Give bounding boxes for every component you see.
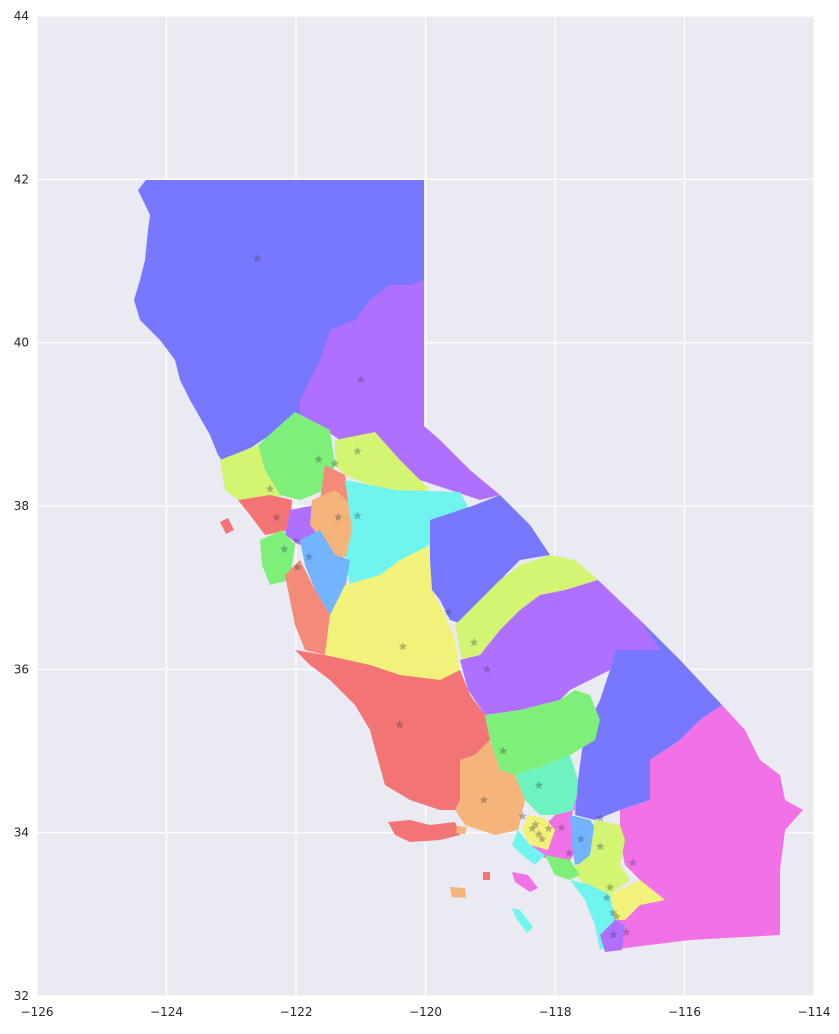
x-tick-label: −116 [668, 1005, 701, 1019]
y-tick-label: 44 [14, 9, 29, 23]
region-tracy [310, 490, 352, 560]
x-tick-label: −118 [539, 1005, 572, 1019]
star-icon [537, 834, 547, 843]
y-tick-label: 42 [14, 172, 29, 186]
star-icon [612, 912, 621, 921]
region-modesto [300, 530, 350, 615]
region-marin [238, 495, 292, 535]
star-icon [534, 780, 544, 789]
star-icon [280, 544, 289, 553]
star-icon [469, 637, 479, 646]
star-icon [609, 908, 618, 917]
region-antelope-valley [515, 755, 578, 815]
x-axis-ticks: −126 −124 −122 −120 −118 −116 −114 [21, 1005, 831, 1019]
region-inland-empire [572, 820, 630, 895]
region-kern [485, 690, 600, 775]
star-icon [353, 511, 362, 520]
star-icon [291, 536, 301, 545]
region-island-small [483, 872, 490, 880]
star-icon [596, 842, 605, 851]
star-icon [544, 824, 553, 833]
region-foothills [335, 432, 430, 495]
region-visalia [455, 555, 598, 660]
region-san-diego-east [610, 880, 665, 920]
star-icon [265, 484, 275, 493]
district-center-markers [252, 254, 637, 939]
star-icon [602, 893, 612, 902]
star-icon [534, 829, 544, 838]
star-icon [528, 824, 537, 833]
y-tick-label: 36 [14, 662, 29, 676]
star-icon [596, 813, 605, 822]
star-icon [293, 562, 302, 571]
district-regions [134, 180, 803, 952]
region-la-central [522, 815, 555, 850]
x-tick-label: −120 [409, 1005, 442, 1019]
region-napa [220, 445, 280, 510]
star-icon [443, 607, 453, 616]
region-riverside [610, 705, 803, 950]
region-san-mateo [260, 530, 295, 585]
x-tick-label: −114 [798, 1005, 831, 1019]
region-east-bay [285, 505, 318, 545]
x-tick-label: −124 [150, 1005, 183, 1019]
star-icon [628, 858, 637, 867]
region-ventura [455, 740, 525, 835]
region-san-clemente-island [512, 908, 533, 933]
region-central-valley [430, 495, 550, 625]
star-icon [398, 642, 408, 651]
star-icon [314, 455, 323, 464]
x-tick-label: −122 [280, 1005, 313, 1019]
star-icon [333, 512, 343, 522]
region-channel-islands [388, 820, 460, 842]
region-central-coast [295, 650, 490, 810]
region-san-bernardino [575, 580, 722, 820]
star-icon [557, 823, 566, 832]
y-tick-label: 40 [14, 336, 29, 350]
x-tick-label: −126 [21, 1005, 54, 1019]
star-icon [353, 446, 362, 455]
region-san-diego-south [600, 920, 625, 952]
region-sacramento [258, 412, 335, 500]
star-icon [252, 254, 262, 263]
y-axis-ticks: 32 34 36 38 40 42 44 [14, 9, 29, 1003]
star-icon [482, 664, 492, 673]
star-icon [609, 930, 618, 939]
region-santa-catalina-island [512, 872, 538, 892]
star-icon [565, 848, 574, 857]
star-icon [498, 746, 508, 755]
star-icon [531, 820, 540, 829]
region-inyo [460, 580, 660, 715]
y-tick-label: 34 [14, 826, 29, 840]
region-fresno [325, 545, 460, 680]
region-la-south [512, 830, 545, 865]
y-tick-label: 38 [14, 499, 29, 513]
y-tick-label: 32 [14, 989, 29, 1003]
star-icon [621, 927, 631, 936]
star-icon [518, 811, 527, 820]
region-santa-barbara-island [456, 826, 467, 834]
star-icon [605, 882, 615, 891]
star-icon [395, 720, 404, 729]
star-icon [576, 834, 586, 843]
star-icon [356, 374, 365, 384]
region-san-nicolas-island [450, 887, 466, 898]
star-icon [479, 795, 489, 804]
star-icon [272, 512, 281, 522]
star-icon [304, 552, 314, 561]
region-orange-county [545, 855, 580, 880]
star-icon [330, 459, 340, 468]
region-santa-cruz [285, 560, 330, 655]
region-sierra [345, 480, 475, 585]
region-farallon-island [220, 518, 234, 534]
